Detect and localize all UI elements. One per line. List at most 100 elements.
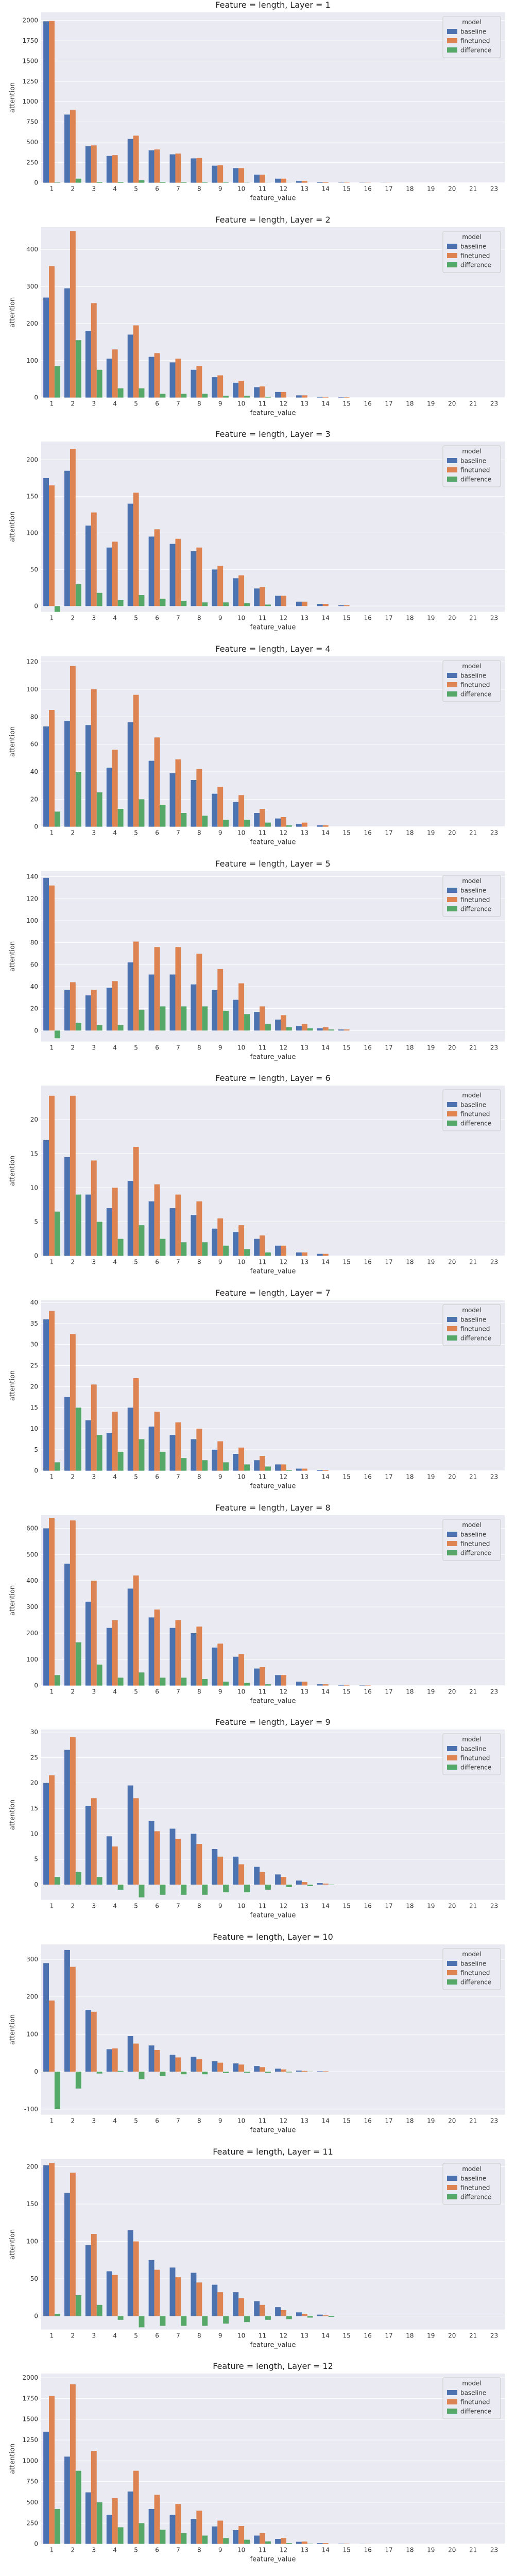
x-tick-label: 5 <box>134 1903 138 1910</box>
bar-difference-9 <box>223 2072 229 2074</box>
bar-baseline-16 <box>359 1685 365 1686</box>
bar-difference-8 <box>202 816 208 827</box>
x-tick-label: 3 <box>92 2547 96 2554</box>
legend-title: model <box>462 1092 481 1099</box>
x-tick-label: 6 <box>155 1688 159 1695</box>
bar-baseline-6 <box>148 974 154 1030</box>
y-axis-label: attention <box>9 2014 16 2045</box>
x-tick-label: 14 <box>322 1903 330 1910</box>
x-tick-label: 11 <box>259 1688 266 1695</box>
y-tick-label: 0 <box>34 603 38 610</box>
x-tick-label: 20 <box>448 829 456 837</box>
legend-swatch-baseline <box>447 1746 457 1752</box>
legend-swatch-baseline <box>447 1961 457 1967</box>
bar-baseline-1 <box>43 21 49 183</box>
x-tick-label: 4 <box>113 1044 117 1051</box>
bar-baseline-12 <box>275 178 281 183</box>
bar-difference-2 <box>75 1642 81 1686</box>
x-tick-label: 16 <box>364 615 371 622</box>
bar-difference-7 <box>181 2072 187 2075</box>
chart-panel-layer-12: Feature = length, Layer = 12 0 250 500 750 10… <box>9 2361 505 2564</box>
bar-baseline-1 <box>43 2432 49 2545</box>
bar-finetuned-13 <box>301 395 307 398</box>
bar-finetuned-7 <box>175 539 181 606</box>
legend-swatch-difference <box>447 1979 457 1985</box>
legend-title: model <box>462 448 481 455</box>
bar-finetuned-5 <box>133 2043 139 2072</box>
bar-finetuned-2 <box>70 1334 76 1471</box>
chart-title: Feature = length, Layer = 12 <box>213 2361 333 2371</box>
y-tick-label: 400 <box>26 1577 38 1584</box>
bar-finetuned-2 <box>70 2384 76 2545</box>
bar-baseline-2 <box>64 2456 70 2545</box>
legend-swatch-baseline <box>447 2175 457 2181</box>
legend-label-baseline: baseline <box>460 243 486 250</box>
y-tick-label: 250 <box>26 2520 38 2527</box>
x-tick-label: 2 <box>71 1473 75 1481</box>
x-tick-label: 1 <box>50 829 54 837</box>
y-tick-label: 40 <box>30 1299 38 1306</box>
x-tick-label: 11 <box>259 2547 266 2554</box>
x-tick-label: 17 <box>385 2547 392 2554</box>
y-tick-label: 25 <box>30 1754 38 1761</box>
bar-finetuned-7 <box>175 946 181 1030</box>
y-tick-label: 0 <box>34 1467 38 1475</box>
bar-baseline-1 <box>43 2165 49 2316</box>
x-tick-label: 5 <box>134 1473 138 1481</box>
x-tick-label: 14 <box>322 400 330 407</box>
bar-finetuned-4 <box>112 541 118 606</box>
bar-finetuned-2 <box>70 1096 76 1257</box>
bar-baseline-7 <box>169 2055 176 2072</box>
bar-finetuned-7 <box>175 2504 181 2545</box>
y-tick-label: 300 <box>26 283 38 290</box>
y-tick-label: 1750 <box>23 2395 38 2402</box>
x-tick-label: 13 <box>301 1903 308 1910</box>
bar-finetuned-4 <box>112 1412 118 1471</box>
x-tick-label: 12 <box>280 2547 287 2554</box>
bar-finetuned-12 <box>280 178 286 183</box>
legend-label-finetuned: finetuned <box>460 896 490 903</box>
chart-panel-layer-1: Feature = length, Layer = 1 0 250 500 750 100… <box>9 0 505 202</box>
bar-baseline-7 <box>169 2515 176 2545</box>
x-tick-label: 17 <box>385 829 392 837</box>
bar-difference-9 <box>223 602 229 606</box>
bar-difference-3 <box>96 1664 102 1686</box>
legend-swatch-baseline <box>447 887 457 893</box>
legend-box <box>442 660 501 702</box>
bar-difference-6 <box>160 1239 166 1257</box>
bar-finetuned-10 <box>238 575 245 606</box>
x-axis-label: feature_value <box>250 1697 296 1705</box>
x-tick-label: 9 <box>218 1688 222 1695</box>
x-tick-label: 20 <box>448 185 456 193</box>
bar-finetuned-5 <box>133 325 139 398</box>
x-tick-label: 4 <box>113 829 117 837</box>
bar-baseline-2 <box>64 1397 70 1471</box>
x-tick-label: 2 <box>71 2332 75 2339</box>
bar-difference-6 <box>160 599 166 606</box>
bar-difference-1 <box>54 1030 60 1038</box>
bar-baseline-10 <box>233 1656 239 1686</box>
bar-finetuned-4 <box>112 2275 118 2316</box>
bar-baseline-9 <box>212 2284 218 2316</box>
bar-difference-7 <box>181 1242 187 1257</box>
chart-panel-layer-5: Feature = length, Layer = 5 0 20 40 60 80 100 1… <box>9 859 505 1061</box>
y-axis-label: attention <box>9 726 16 757</box>
chart-title: Feature = length, Layer = 3 <box>215 429 330 439</box>
bar-finetuned-13 <box>301 2541 307 2545</box>
bar-difference-12 <box>286 1027 292 1030</box>
bar-finetuned-11 <box>260 1006 265 1030</box>
y-tick-label: 0 <box>34 1881 38 1888</box>
legend-title: model <box>462 877 481 885</box>
chart-panel-layer-8: Feature = length, Layer = 8 0 100 200 300 400… <box>9 1503 505 1705</box>
legend-swatch-baseline <box>447 458 457 464</box>
bar-baseline-12 <box>275 2069 281 2072</box>
bar-baseline-9 <box>212 990 218 1030</box>
y-tick-label: 100 <box>26 2030 38 2038</box>
bar-baseline-13 <box>296 2312 302 2316</box>
bar-baseline-10 <box>233 1857 239 1885</box>
bar-difference-13 <box>307 2316 313 2318</box>
bar-baseline-7 <box>169 1208 176 1257</box>
bar-finetuned-10 <box>238 2526 245 2545</box>
chart-title: Feature = length, Layer = 5 <box>215 859 330 869</box>
bar-difference-5 <box>139 2072 145 2079</box>
